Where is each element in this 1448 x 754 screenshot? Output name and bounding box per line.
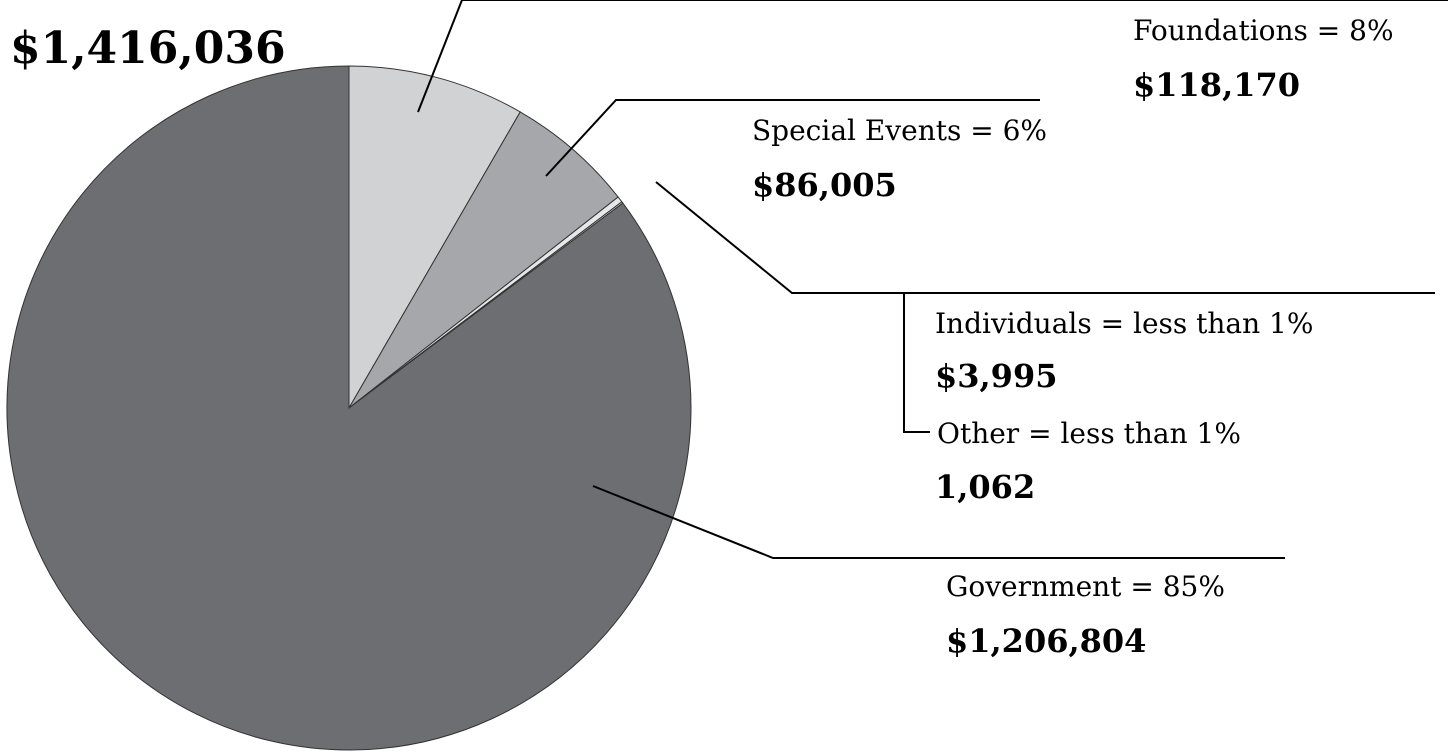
leader-government [592,485,1285,559]
slice-label-special-events: Special Events = 6% [752,114,1047,147]
slice-label-foundations: Foundations = 8% [1133,14,1394,47]
pie-slice-government [6,65,692,751]
pie-slices [6,65,692,751]
slice-amount-government: $1,206,804 [946,622,1146,660]
slice-amount-individuals: $3,995 [935,357,1057,395]
leader-special-events [545,99,1040,177]
leader-individuals [655,181,1435,294]
leader-foundations [417,0,1448,113]
slice-label-individuals: Individuals = less than 1% [935,307,1313,340]
pie-slice-foundations [348,65,521,410]
slice-amount-foundations: $118,170 [1133,66,1300,104]
slice-amount-other: 1,062 [935,468,1035,506]
chart-title: $1,416,036 [10,23,286,74]
slice-label-other: Other = less than 1% [937,417,1241,450]
slice-amount-special-events: $86,005 [752,166,897,204]
leader-lines [417,0,1448,559]
slice-label-government: Government = 85% [946,570,1225,603]
pie-slice-special-events [348,111,619,409]
leader-other [903,293,930,433]
